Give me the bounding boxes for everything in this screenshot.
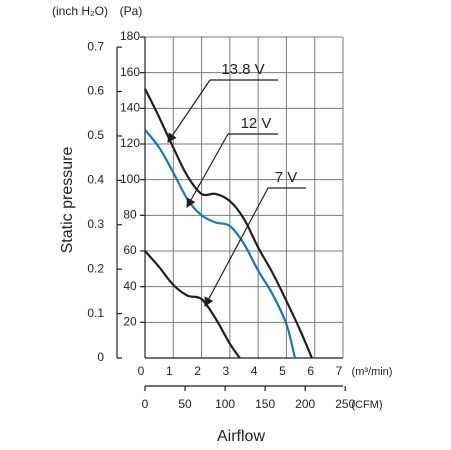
x-axis-label: Airflow [217,428,265,445]
x-tick-label: 2 [194,364,201,378]
annotation: 12 V [241,115,272,132]
y-tick-label: 140 [120,101,140,115]
x-unit: (m³/min) [352,366,393,378]
y2-tick-label: 0.3 [87,217,104,231]
x-tick-label: 7 [336,364,343,378]
y2-tick-label: 0.1 [87,306,104,320]
y-tick-label: 60 [123,243,137,257]
y-axis-label: Static pressure [59,147,76,254]
x-tick-label: 3 [223,364,230,378]
x2-tick-label: 0 [142,397,149,411]
y-tick-label: 100 [120,172,140,186]
x-tick-label: 0 [138,364,145,378]
curve [144,129,296,359]
x2-tick-label: 250 [335,397,355,411]
y-tick-label: 40 [123,279,137,293]
y-tick-label: 20 [123,315,137,329]
curve [144,250,241,359]
annotation-arrow [204,187,269,308]
y-tick-label: 120 [120,136,140,150]
y-tick-label: 80 [123,208,137,222]
x2-unit: (CFM) [351,399,382,411]
x2-tick-label: 50 [178,397,192,411]
y2-tick-label: 0 [97,350,104,364]
annotation-arrow [167,79,211,143]
y2-unit: (inch H₂O) [52,4,108,18]
y-unit: (Pa) [120,4,143,18]
y2-tick-label: 0.4 [87,173,104,187]
y2-tick-label: 0.5 [87,128,104,142]
annotation: 7 V [275,169,298,186]
y-tick-label: 180 [120,29,140,43]
y2-tick-label: 0.7 [87,39,104,53]
x2-tick-label: 150 [255,397,275,411]
x-tick-label: 5 [279,364,286,378]
y2-tick-label: 0.6 [87,84,104,98]
x2-tick-label: 200 [295,397,315,411]
curve [144,88,313,359]
x-tick-label: 4 [251,364,258,378]
annotation: 13.8 V [221,61,264,78]
y-tick-label: 160 [120,65,140,79]
annotation-arrow [186,133,229,209]
x-tick-label: 6 [307,364,314,378]
y2-tick-label: 0.2 [87,261,104,275]
x-tick-label: 1 [166,364,173,378]
x2-tick-label: 100 [215,397,235,411]
